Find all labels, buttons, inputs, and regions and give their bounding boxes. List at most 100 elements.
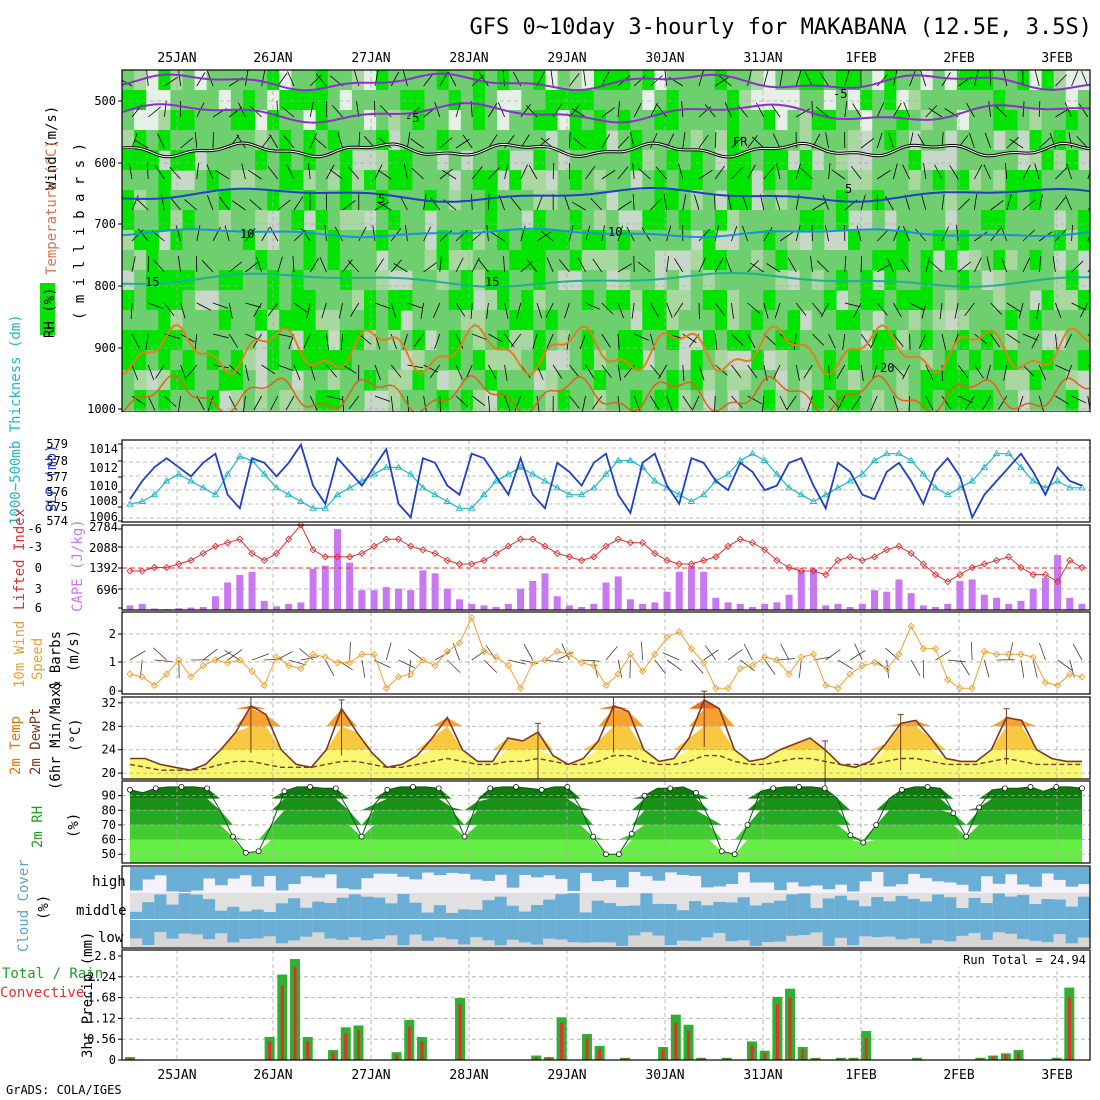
rh-cell [1065,130,1079,151]
precip-convective-bar [344,1034,348,1060]
wind-barb [601,364,612,378]
rh-cell [702,70,716,91]
wind-barb [488,103,498,118]
rh-cell [230,290,244,311]
cloud-middle-bar [300,907,313,919]
rh-cell [1041,190,1055,211]
rh-cell [775,250,789,271]
wind-point [931,645,940,653]
tick-label: 90 [102,789,116,803]
rh-cell [533,230,547,251]
wind-barb [682,395,693,410]
rh-cell [799,190,813,211]
rh-cell [291,70,305,91]
rh-cell [908,370,922,391]
rh-cell [993,370,1006,391]
wind-barb [902,164,910,180]
rh-cell [400,390,413,411]
rh-cell [267,170,280,191]
rh-cell [436,210,450,231]
rh-cell [1017,330,1031,351]
cloud-middle-bg [421,893,435,919]
wind-barb [666,225,672,242]
rh-cell [848,250,861,271]
rh-cell [218,90,232,111]
rh-cell [956,390,970,411]
wind-barb [860,255,863,273]
wind-point [712,684,720,692]
rh-band [130,839,1082,863]
rh-cell [654,350,668,371]
precip-convective-bar [687,1030,691,1060]
wind-barb [315,73,327,87]
rh-cell [388,250,401,271]
rh-cell [315,150,329,171]
rh-cell [134,350,147,371]
cloud-high-bar [737,867,751,873]
thickness-point [712,477,720,484]
cloud-low-bar [312,920,325,933]
wind-barb [585,302,601,310]
rh-cell [618,230,631,251]
rh-cell [521,190,534,211]
rh-cell [618,170,631,191]
rh-point [770,785,777,792]
wind-barb [810,256,813,273]
rh-cell [908,270,922,291]
wind-barb [909,70,916,87]
rh-cell [1029,190,1043,211]
li-point [199,549,207,557]
rh-cell [944,290,958,311]
rh-cell [158,390,171,411]
rh-cell [666,210,680,231]
rh-point [538,786,545,793]
cloud-label-2: (%) [36,895,52,920]
wind-ticks: 210 [109,627,122,698]
cloud-level-low: low [98,930,124,946]
rh-cell [848,170,861,191]
wind-barb [207,395,214,412]
cape-bar [1066,597,1074,610]
rh-cell [327,390,341,411]
cape-bar [541,573,549,610]
li-point [968,563,976,572]
contour-label-15-left: 15 [145,275,159,289]
wind-barb [914,228,927,242]
rh-cell [872,70,885,91]
rh-cell [799,130,813,151]
cape-bars [126,529,1086,610]
rh-cell [666,350,680,371]
rh-cell [351,250,365,271]
rh-cell [775,290,789,311]
wind-barb [731,364,742,379]
surface-barb [703,649,719,661]
wind-barb [439,395,442,412]
rh-cell [243,170,256,191]
precip-convective-bar [839,1058,843,1060]
wind-barb [585,165,596,180]
cape-bar [517,588,525,610]
wind-barb [374,302,391,309]
wind-barb [572,137,586,149]
slp-tick-label: 1006 [89,510,118,524]
wind-barb [941,72,951,87]
cloud-high-bar [822,867,836,890]
cloud-low-bar [215,920,228,934]
rh-cell [279,350,292,371]
wind-barb [934,164,943,180]
wind-barb [423,395,427,412]
precip-convective-bar [674,1022,678,1060]
precip-convective-bar [725,1058,729,1060]
tick-label: 60 [102,833,116,847]
li-point [321,553,329,561]
wind-point [333,659,342,667]
rh-cell [618,310,631,331]
rh-cell [666,370,680,391]
cloud-high-bar [664,867,678,873]
cloud-high-bar [1053,867,1067,880]
wind-barb [439,168,453,180]
cloud-high-bar [300,867,313,877]
rh-cell [472,230,486,251]
rh-cell [908,170,922,191]
wind-barb [876,73,889,87]
